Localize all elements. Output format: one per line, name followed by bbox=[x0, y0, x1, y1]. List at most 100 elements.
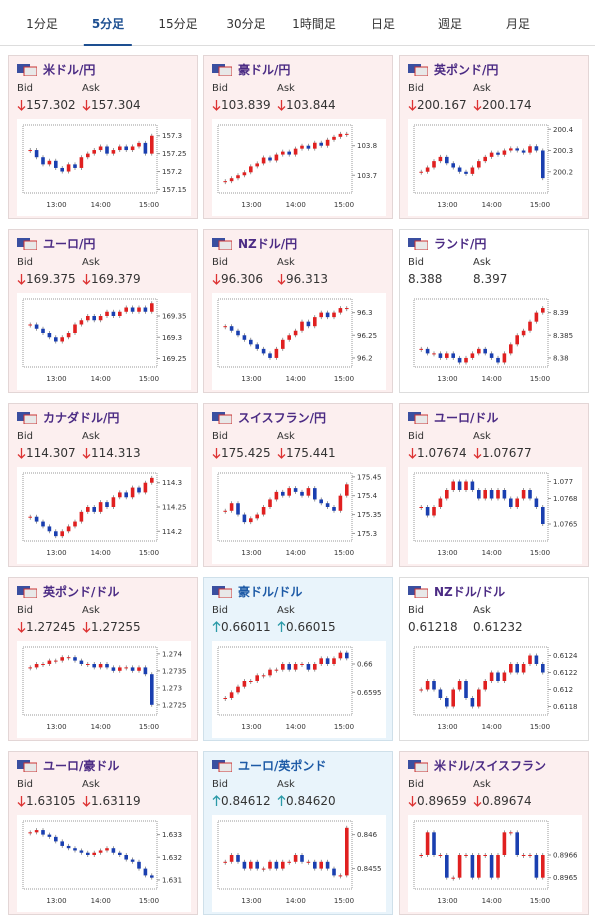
mini-chart: 175.3 175.35 175.4 175.45 13:00 14:00 15:00 bbox=[212, 467, 386, 564]
candle bbox=[274, 669, 279, 671]
ask-price: 1.63119 bbox=[91, 794, 141, 808]
tab[interactable]: 1時間足 bbox=[292, 17, 336, 31]
x-tick-label: 14:00 bbox=[482, 723, 502, 731]
bid-label: Bid bbox=[212, 779, 228, 790]
rate-card[interactable]: ランド/円 Bid Ask 8.388 8.397 8.38 8.385 8.39 13:00 1… bbox=[399, 229, 589, 393]
candle bbox=[521, 664, 526, 673]
candle bbox=[457, 357, 462, 363]
ask-price: 114.313 bbox=[91, 446, 141, 460]
rate-card[interactable]: ユーロ/英ポンド Bid Ask 0.84612 0.84620 0.8455 0.846 1… bbox=[203, 751, 393, 915]
flag bbox=[218, 240, 232, 250]
y-tick-label: 1.2725 bbox=[162, 701, 187, 709]
candle bbox=[274, 154, 279, 161]
ask-price: 0.66015 bbox=[286, 620, 336, 634]
candle bbox=[451, 163, 455, 168]
rate-card[interactable]: 豪ドル/ドル Bid Ask 0.66011 0.66015 0.6595 0.66 13:0… bbox=[203, 577, 393, 741]
x-tick-label: 15:00 bbox=[139, 201, 159, 209]
flag-icon bbox=[17, 411, 37, 424]
candle bbox=[47, 834, 52, 837]
candle bbox=[464, 171, 468, 174]
candle bbox=[60, 337, 64, 342]
card-title: 豪ドル/ドル bbox=[212, 583, 302, 600]
rate-card[interactable]: NZドル/ドル Bid Ask 0.61218 0.61232 0.6118 0.612 0.… bbox=[399, 577, 589, 741]
rate-card[interactable]: スイスフラン/円 Bid Ask 175.425 175.441 175.3 175.35 1… bbox=[203, 403, 393, 567]
candle bbox=[432, 507, 436, 516]
arrow-icon bbox=[17, 622, 26, 633]
candle bbox=[124, 146, 128, 151]
rate-card[interactable]: 英ポンド/ドル Bid Ask 1.27245 1.27255 1.2725 1.273 1.… bbox=[8, 577, 198, 741]
candle bbox=[98, 664, 103, 668]
rate-card[interactable]: ユーロ/ドル Bid Ask 1.07674 1.07677 1.0765 1.0768 1.… bbox=[399, 403, 589, 567]
candle bbox=[419, 507, 423, 508]
candle bbox=[432, 832, 436, 855]
y-tick-label: 200.3 bbox=[553, 147, 573, 155]
candle bbox=[345, 827, 349, 876]
bid-value: 8.388 bbox=[408, 272, 442, 286]
x-tick-label: 14:00 bbox=[91, 201, 111, 209]
ask-value: 200.174 bbox=[473, 98, 532, 112]
candle bbox=[345, 484, 349, 496]
arrow-icon bbox=[212, 448, 221, 459]
candle bbox=[79, 320, 84, 325]
candle bbox=[34, 516, 39, 522]
y-tick-label: 114.2 bbox=[162, 528, 182, 536]
candle bbox=[137, 307, 141, 312]
candle bbox=[489, 152, 494, 157]
bid-value: 0.84612 bbox=[212, 794, 271, 808]
candle bbox=[137, 487, 141, 493]
x-tick-label: 14:00 bbox=[482, 897, 502, 905]
arrow bbox=[277, 448, 286, 459]
tab[interactable]: 30分足 bbox=[226, 17, 266, 31]
candle bbox=[255, 344, 259, 349]
tab[interactable]: 月足 bbox=[505, 17, 531, 31]
candle bbox=[287, 151, 291, 155]
ask-price: 200.174 bbox=[482, 98, 532, 112]
candle bbox=[338, 495, 343, 511]
rate-card[interactable]: 米ドル/スイスフラン Bid Ask 0.89659 0.89674 0.8965 0.89… bbox=[399, 751, 589, 915]
candle bbox=[287, 861, 291, 863]
candle bbox=[515, 832, 519, 855]
plot-frame bbox=[217, 298, 353, 368]
rate-card[interactable]: 英ポンド/円 Bid Ask 200.167 200.174 200.2 200.3 200.… bbox=[399, 55, 589, 219]
rate-card[interactable]: 豪ドル/円 Bid Ask 103.839 103.844 103.7 103.8 13:00… bbox=[203, 55, 393, 219]
candle bbox=[143, 307, 148, 312]
candle bbox=[477, 689, 481, 707]
tab[interactable]: 1分足 bbox=[26, 17, 58, 31]
candle bbox=[54, 660, 58, 662]
tab[interactable]: 週足 bbox=[437, 17, 463, 31]
x-tick-label: 14:00 bbox=[286, 201, 306, 209]
rate-card[interactable]: 米ドル/円 Bid Ask 157.302 157.304 157.15 157.2 157.… bbox=[8, 55, 198, 219]
rate-card[interactable]: カナダドル/円 Bid Ask 114.307 114.313 114.2 114.25 11… bbox=[8, 403, 198, 567]
rate-card[interactable]: ユーロ/円 Bid Ask 169.375 169.379 169.25 169.3 169.… bbox=[8, 229, 198, 393]
candle bbox=[111, 848, 116, 853]
tab[interactable]: 5分足 bbox=[83, 0, 133, 46]
rate-card[interactable]: ユーロ/豪ドル Bid Ask 1.63105 1.63119 1.631 1.632 1.6… bbox=[8, 751, 198, 915]
y-tick-label: 1.0765 bbox=[553, 521, 578, 529]
candle bbox=[451, 481, 455, 490]
candle bbox=[541, 308, 545, 313]
candle bbox=[28, 516, 32, 518]
x-tick-label: 15:00 bbox=[334, 897, 354, 905]
x-tick-label: 14:00 bbox=[91, 897, 111, 905]
flag bbox=[414, 240, 428, 250]
candle bbox=[489, 855, 494, 878]
arrow bbox=[17, 448, 26, 459]
ask-label: Ask bbox=[82, 779, 100, 790]
arrow bbox=[277, 621, 286, 632]
rate-card[interactable]: NZドル/円 Bid Ask 96.306 96.313 96.2 96.25 96.3 13:… bbox=[203, 229, 393, 393]
mini-chart: 8.38 8.385 8.39 13:00 14:00 15:00 bbox=[408, 293, 582, 390]
x-tick-label: 13:00 bbox=[241, 201, 261, 209]
candle bbox=[541, 664, 545, 673]
candle bbox=[502, 490, 507, 499]
candle bbox=[293, 488, 298, 492]
tab[interactable]: 日足 bbox=[370, 17, 396, 31]
candle bbox=[419, 689, 423, 691]
candle bbox=[313, 861, 317, 869]
candle bbox=[111, 150, 116, 154]
ask-label: Ask bbox=[473, 431, 491, 442]
candle bbox=[79, 157, 84, 168]
candle bbox=[502, 150, 507, 155]
candle bbox=[73, 164, 77, 168]
tab[interactable]: 15分足 bbox=[158, 17, 198, 31]
candle bbox=[130, 487, 135, 498]
